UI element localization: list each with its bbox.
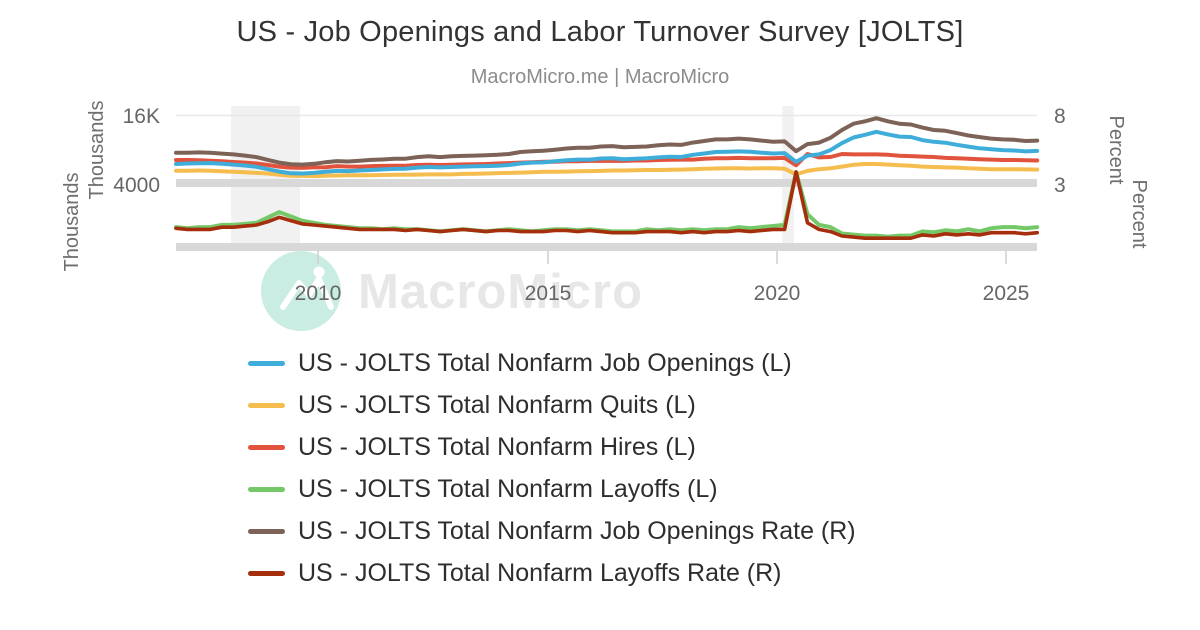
recession-band	[782, 106, 794, 251]
chart-legend: US - JOLTS Total Nonfarm Job Openings (L…	[248, 342, 856, 594]
legend-label-job-openings: US - JOLTS Total Nonfarm Job Openings (L…	[298, 348, 792, 377]
legend-label-layoffs-rate: US - JOLTS Total Nonfarm Layoffs Rate (R…	[298, 558, 782, 587]
chart-title: US - Job Openings and Labor Turnover Sur…	[236, 16, 964, 48]
legend-marker-job-openings	[248, 360, 285, 366]
legend-item-layoffs-rate[interactable]: US - JOLTS Total Nonfarm Layoffs Rate (R…	[248, 552, 856, 594]
legend-label-layoffs: US - JOLTS Total Nonfarm Layoffs (L)	[298, 474, 718, 503]
chart-subtitle: MacroMicro.me | MacroMicro	[470, 66, 730, 88]
watermark-brand-text: MacroMicro	[358, 265, 643, 319]
x-axis-label-2020: 2020	[754, 282, 801, 305]
left-axis-title-pane2: Thousands	[61, 173, 83, 272]
pane1-baseline-band	[176, 179, 1037, 187]
legend-item-job-openings-rate[interactable]: US - JOLTS Total Nonfarm Job Openings Ra…	[248, 510, 856, 552]
legend-label-job-openings-rate: US - JOLTS Total Nonfarm Job Openings Ra…	[298, 516, 856, 545]
x-axis-label-2025: 2025	[983, 282, 1030, 305]
legend-item-layoffs[interactable]: US - JOLTS Total Nonfarm Layoffs (L)	[248, 468, 856, 510]
legend-label-quits: US - JOLTS Total Nonfarm Quits (L)	[298, 390, 696, 419]
left-axis-title-pane1: Thousands	[86, 101, 108, 200]
series-line-5[interactable]	[174, 170, 1039, 240]
legend-marker-layoffs-rate	[248, 570, 285, 576]
series-line-0[interactable]	[174, 129, 1040, 176]
x-axis-label-2010: 2010	[295, 282, 342, 305]
series-lines[interactable]	[174, 116, 1040, 240]
legend-marker-quits	[248, 402, 285, 408]
pane2-baseline-band	[176, 243, 1037, 251]
legend-item-quits[interactable]: US - JOLTS Total Nonfarm Quits (L)	[248, 384, 856, 426]
legend-marker-hires	[248, 444, 285, 450]
series-line-1[interactable]	[174, 162, 1040, 179]
series-line-2[interactable]	[174, 152, 1040, 170]
legend-item-job-openings[interactable]: US - JOLTS Total Nonfarm Job Openings (L…	[248, 342, 856, 384]
right-axis-title-pane2: Percent	[1128, 180, 1150, 249]
recession-band	[231, 106, 300, 251]
right-axis-tick-3: 3	[1054, 174, 1066, 197]
watermark: MacroMicro	[261, 251, 643, 331]
x-axis-ticks	[317, 251, 1007, 264]
series-line-4[interactable]	[174, 116, 1040, 167]
legend-item-hires[interactable]: US - JOLTS Total Nonfarm Hires (L)	[248, 426, 856, 468]
legend-marker-layoffs	[248, 486, 285, 492]
left-axis-tick-16k: 16K	[123, 105, 160, 128]
legend-marker-job-openings-rate	[248, 528, 285, 534]
macromicro-logo-icon	[280, 266, 334, 310]
left-axis-tick-4000: 4000	[113, 174, 160, 197]
right-axis-tick-8: 8	[1054, 105, 1066, 128]
right-axis-title-pane1: Percent	[1105, 116, 1127, 185]
legend-label-hires: US - JOLTS Total Nonfarm Hires (L)	[298, 432, 696, 461]
x-axis-label-2015: 2015	[525, 282, 572, 305]
